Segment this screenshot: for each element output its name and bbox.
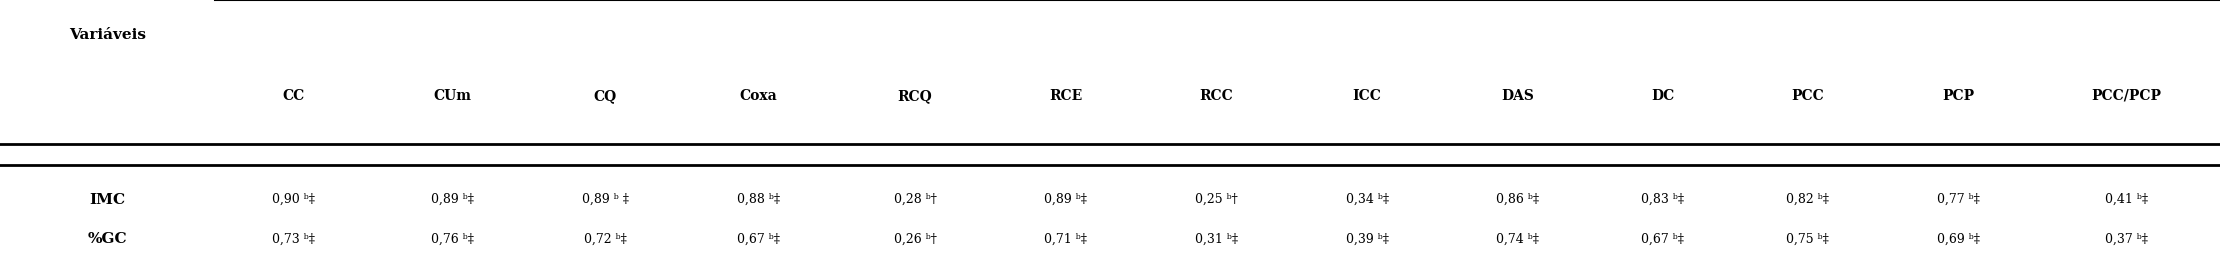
Text: Coxa: Coxa xyxy=(739,89,777,103)
Text: %GC: %GC xyxy=(89,232,127,246)
Text: 0,39 ᵇ‡: 0,39 ᵇ‡ xyxy=(1345,233,1390,246)
Text: 0,25 ᵇ†: 0,25 ᵇ† xyxy=(1194,193,1239,206)
Text: RCC: RCC xyxy=(1199,89,1234,103)
Text: 0,89 ᵇ‡: 0,89 ᵇ‡ xyxy=(1043,193,1088,206)
Text: 0,67 ᵇ‡: 0,67 ᵇ‡ xyxy=(737,233,779,246)
Text: DC: DC xyxy=(1652,89,1674,103)
Text: 0,37 ᵇ‡: 0,37 ᵇ‡ xyxy=(2105,233,2149,246)
Text: CC: CC xyxy=(282,89,304,103)
Text: 0,89 ᵇ‡: 0,89 ᵇ‡ xyxy=(431,193,473,206)
Text: 0,71 ᵇ‡: 0,71 ᵇ‡ xyxy=(1043,233,1088,246)
Text: RCE: RCE xyxy=(1050,89,1083,103)
Text: PCC: PCC xyxy=(1792,89,1823,103)
Text: 0,28 ᵇ†: 0,28 ᵇ† xyxy=(895,193,937,206)
Text: 0,72 ᵇ‡: 0,72 ᵇ‡ xyxy=(584,233,626,246)
Text: IMC: IMC xyxy=(89,193,127,206)
Text: 0,88 ᵇ‡: 0,88 ᵇ‡ xyxy=(737,193,779,206)
Text: 0,41 ᵇ‡: 0,41 ᵇ‡ xyxy=(2105,193,2149,206)
Text: 0,75 ᵇ‡: 0,75 ᵇ‡ xyxy=(1785,233,1829,246)
Text: 0,69 ᵇ‡: 0,69 ᵇ‡ xyxy=(1936,233,1980,246)
Text: Variáveis: Variáveis xyxy=(69,28,147,41)
Text: PCP: PCP xyxy=(1942,89,1974,103)
Text: 0,76 ᵇ‡: 0,76 ᵇ‡ xyxy=(431,233,473,246)
Text: 0,67 ᵇ‡: 0,67 ᵇ‡ xyxy=(1641,233,1685,246)
Text: PCC/PCP: PCC/PCP xyxy=(2091,89,2162,103)
Text: 0,83 ᵇ‡: 0,83 ᵇ‡ xyxy=(1641,193,1685,206)
Text: 0,26 ᵇ†: 0,26 ᵇ† xyxy=(895,233,937,246)
Text: 0,73 ᵇ‡: 0,73 ᵇ‡ xyxy=(271,233,315,246)
Text: ICC: ICC xyxy=(1352,89,1381,103)
Text: 0,74 ᵇ‡: 0,74 ᵇ‡ xyxy=(1496,233,1538,246)
Text: RCQ: RCQ xyxy=(897,89,932,103)
Text: 0,86 ᵇ‡: 0,86 ᵇ‡ xyxy=(1496,193,1538,206)
Text: 0,34 ᵇ‡: 0,34 ᵇ‡ xyxy=(1345,193,1390,206)
Text: 0,82 ᵇ‡: 0,82 ᵇ‡ xyxy=(1785,193,1829,206)
Text: 0,77 ᵇ‡: 0,77 ᵇ‡ xyxy=(1936,193,1980,206)
Text: CQ: CQ xyxy=(593,89,617,103)
Text: 0,90 ᵇ‡: 0,90 ᵇ‡ xyxy=(271,193,315,206)
Text: 0,31 ᵇ‡: 0,31 ᵇ‡ xyxy=(1194,233,1239,246)
Text: CUm: CUm xyxy=(433,89,471,103)
Text: DAS: DAS xyxy=(1501,89,1534,103)
Text: 0,89 ᵇ ‡: 0,89 ᵇ ‡ xyxy=(582,193,628,206)
